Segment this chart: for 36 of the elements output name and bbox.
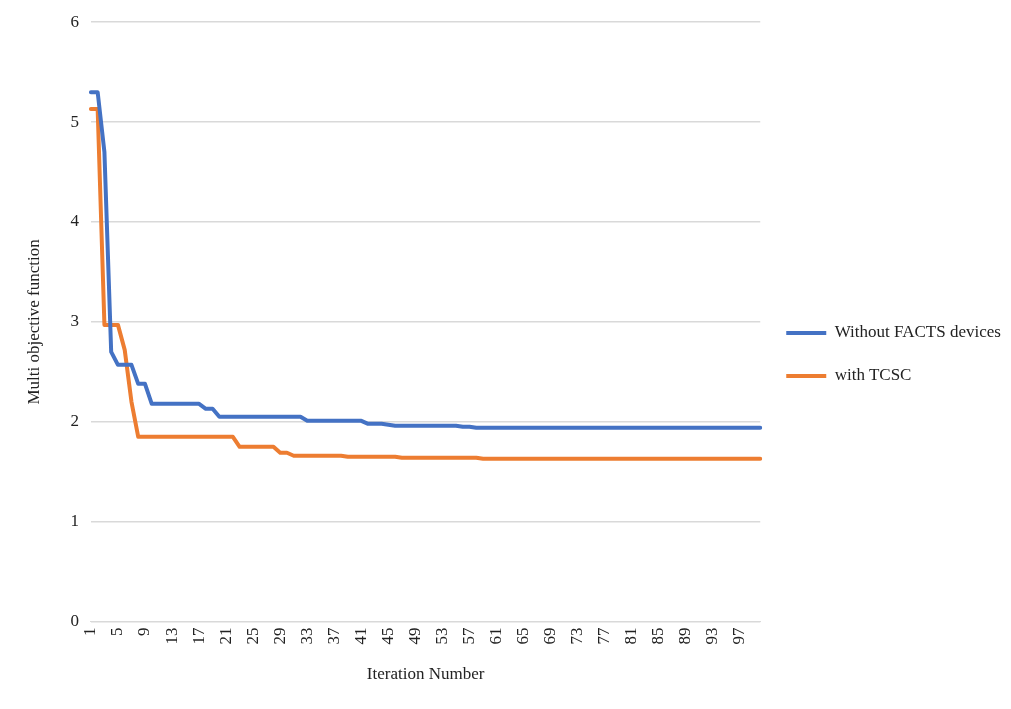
x-tick-label: 61 bbox=[486, 627, 506, 645]
legend-label: Without FACTS devices bbox=[834, 322, 1001, 342]
x-tick-label: 97 bbox=[729, 627, 749, 645]
x-tick-label: 65 bbox=[513, 627, 533, 645]
x-tick-label: 77 bbox=[594, 627, 614, 645]
y-tick-label: 0 bbox=[70, 611, 79, 631]
x-tick-label: 5 bbox=[107, 627, 127, 637]
x-tick-label: 29 bbox=[269, 627, 289, 645]
x-tick-label: 33 bbox=[296, 627, 316, 645]
y-tick-label: 5 bbox=[70, 111, 79, 131]
x-tick-label: 1 bbox=[80, 627, 100, 637]
legend-label: with TCSC bbox=[834, 365, 912, 385]
x-tick-label: 37 bbox=[323, 627, 343, 645]
x-tick-label: 89 bbox=[675, 627, 695, 645]
x-tick-label: 45 bbox=[377, 627, 397, 645]
x-tick-label: 69 bbox=[540, 627, 560, 645]
y-tick-label: 2 bbox=[70, 411, 79, 431]
x-tick-label: 13 bbox=[161, 627, 181, 645]
y-tick-label: 1 bbox=[70, 511, 79, 531]
x-tick-label: 73 bbox=[567, 627, 587, 645]
x-tick-label: 57 bbox=[458, 627, 478, 645]
x-tick-label: 25 bbox=[242, 627, 262, 645]
x-tick-label: 21 bbox=[215, 627, 235, 645]
x-axis-title: Iteration Number bbox=[366, 664, 485, 684]
y-tick-label: 6 bbox=[70, 11, 79, 31]
y-tick-label: 4 bbox=[70, 211, 80, 231]
x-tick-label: 53 bbox=[431, 627, 451, 645]
y-tick-label: 3 bbox=[70, 311, 79, 331]
y-axis-title: Multi objective function bbox=[23, 238, 43, 405]
x-tick-label: 85 bbox=[648, 627, 668, 645]
x-tick-label: 81 bbox=[621, 627, 641, 645]
x-tick-label: 49 bbox=[404, 627, 424, 645]
x-tick-label: 41 bbox=[350, 627, 370, 645]
x-tick-label: 17 bbox=[188, 627, 208, 645]
x-tick-label: 9 bbox=[134, 627, 154, 637]
x-tick-label: 93 bbox=[702, 627, 722, 645]
